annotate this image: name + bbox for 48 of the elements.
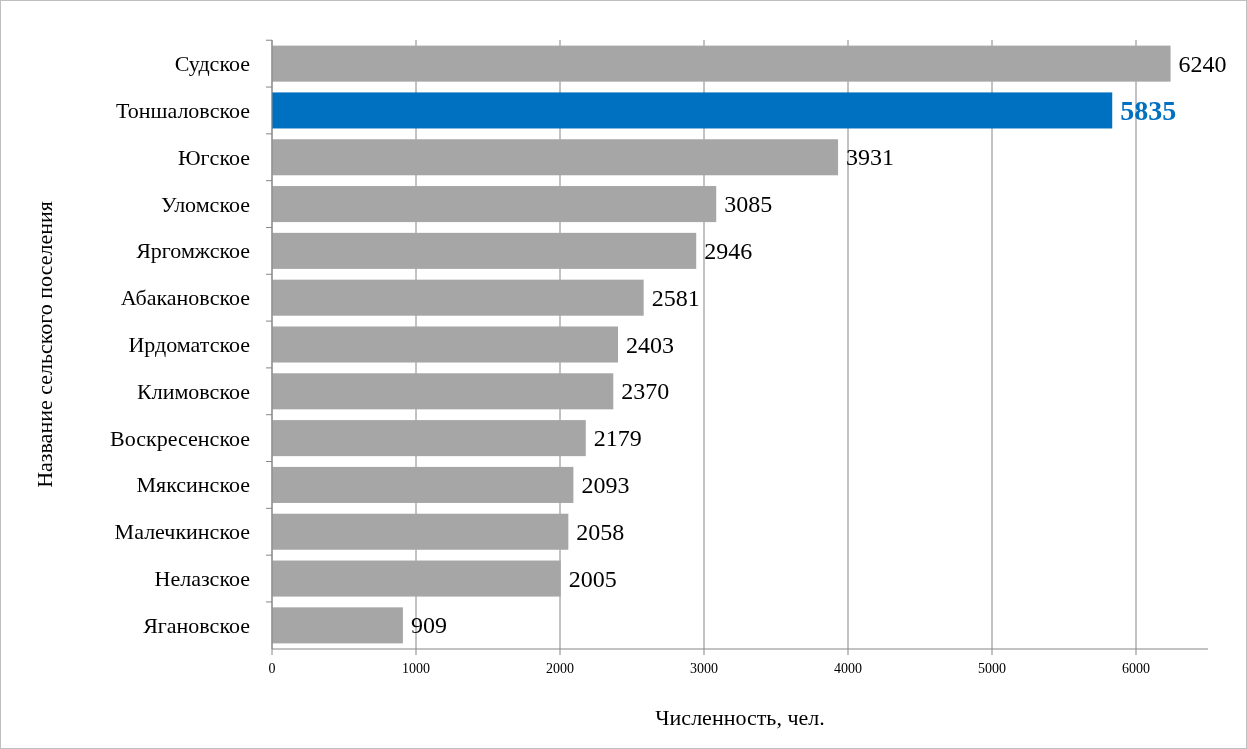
- y-tick-label: Малечкинское: [114, 519, 250, 545]
- bar: [272, 326, 619, 363]
- y-tick-label: Ягановское: [143, 612, 250, 638]
- data-label: 2093: [581, 471, 630, 498]
- x-tick-label: 3000: [690, 661, 718, 676]
- data-label: 2179: [593, 425, 642, 452]
- bar: [272, 186, 717, 223]
- x-tick-label: 0: [268, 661, 276, 676]
- data-label: 6240: [1178, 50, 1227, 77]
- y-tick-label: Югское: [177, 144, 250, 170]
- bar: [272, 45, 1171, 82]
- bar: [272, 279, 644, 316]
- x-tick-label: 4000: [834, 661, 862, 676]
- bar: [272, 139, 839, 176]
- bar: [272, 466, 574, 503]
- data-label: 2058: [576, 518, 625, 545]
- bar: [272, 513, 569, 550]
- y-tick-label: Нелазское: [154, 566, 250, 592]
- data-label: 2403: [626, 331, 675, 358]
- x-axis-title: Численность, чел.: [655, 705, 825, 730]
- bar: [272, 420, 586, 457]
- y-tick-label: Мяксинское: [136, 472, 250, 498]
- x-tick-label: 2000: [546, 661, 574, 676]
- bar: [272, 607, 403, 644]
- data-label: 2581: [651, 284, 700, 311]
- y-tick-label: Климовское: [137, 378, 250, 404]
- data-label: 909: [410, 612, 447, 639]
- y-tick-label: Тоншаловское: [115, 97, 250, 123]
- data-label: 3085: [724, 191, 773, 218]
- y-tick-label: Ирдоматское: [128, 332, 250, 357]
- data-label: 5835: [1120, 94, 1177, 126]
- bar: [272, 560, 561, 597]
- bar: [272, 92, 1113, 129]
- y-tick-label: Яргомжское: [136, 238, 250, 264]
- x-tick-label: 5000: [978, 661, 1006, 676]
- bar: [272, 373, 614, 410]
- data-label: 2946: [704, 237, 753, 264]
- bar: [272, 232, 697, 269]
- x-tick-label: 1000: [402, 661, 430, 676]
- data-label: 2005: [568, 565, 617, 592]
- y-tick-label: Судское: [174, 51, 250, 77]
- y-axis-title: Название сельского поселения: [32, 201, 57, 488]
- y-tick-label: Уломское: [161, 191, 250, 217]
- y-tick-label: Абакановское: [120, 285, 250, 311]
- x-tick-label: 6000: [1122, 661, 1150, 676]
- y-tick-label: Воскресенское: [110, 425, 250, 451]
- data-label: 2370: [621, 378, 670, 405]
- data-label: 3931: [846, 144, 895, 171]
